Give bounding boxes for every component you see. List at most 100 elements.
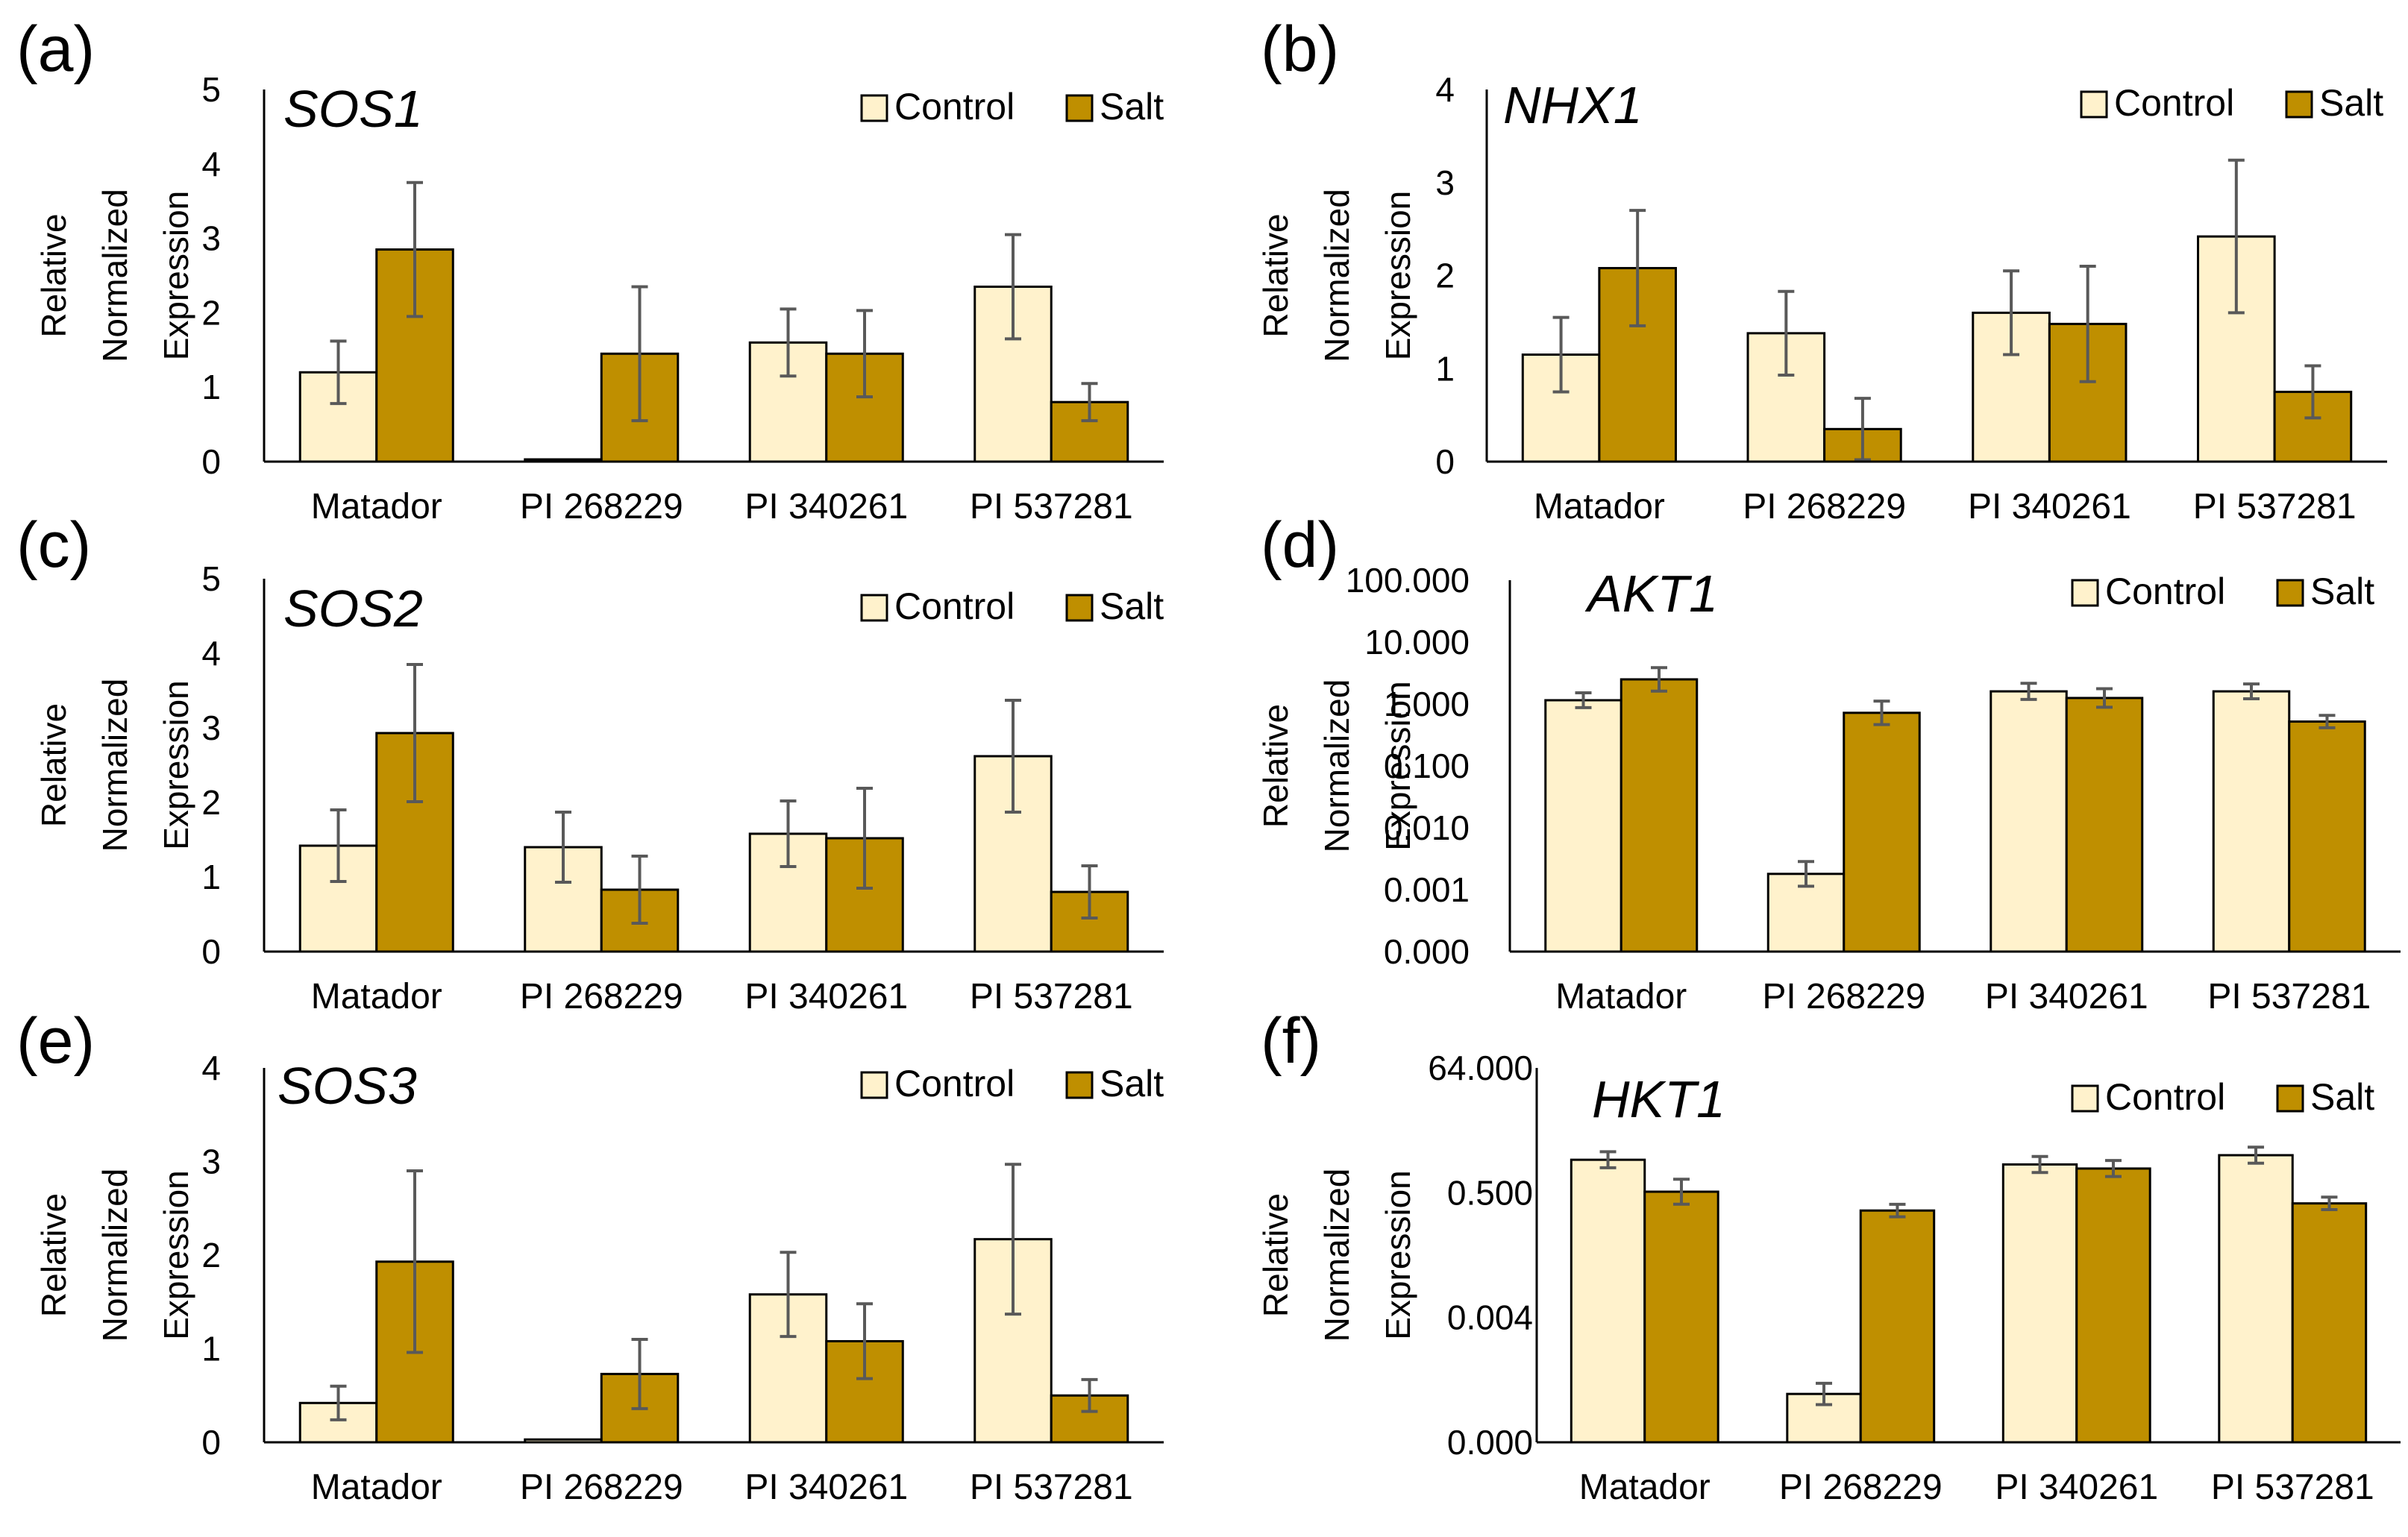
control-bar [1990, 690, 2068, 953]
legend-label-salt: Salt [1100, 86, 1164, 128]
x-tick-label: PI 340261 [744, 1468, 908, 1507]
x-tick-label: PI 537281 [2193, 487, 2357, 527]
legend-label-control: Control [2105, 1076, 2225, 1118]
y-axis-title-line: Normalized [1317, 1169, 1356, 1342]
x-tick-label: Matador [311, 487, 442, 527]
y-tick-label: 2 [201, 1236, 221, 1274]
legend-label-control: Control [2105, 571, 2225, 612]
y-axis-title-line: Expression [157, 1170, 195, 1340]
chart-title: SOS3 [278, 1057, 417, 1115]
y-tick-label: 3 [201, 708, 221, 747]
y-tick-label: 1.000 [1384, 685, 1470, 723]
salt-bar [1598, 267, 1677, 463]
legend-swatch-control [860, 594, 888, 622]
y-tick-label: 0.000 [1384, 932, 1470, 971]
x-tick-label: PI 340261 [1995, 1468, 2158, 1507]
control-bar [1544, 699, 1622, 953]
legend-swatch-salt [2285, 90, 2313, 119]
y-tick-label: 10.000 [1364, 623, 1470, 661]
y-tick-label: 2 [201, 783, 221, 822]
y-axis-title-line: Expression [1379, 1170, 1417, 1340]
panel-label: (d) [1261, 509, 1339, 581]
y-tick-label: 0 [201, 442, 221, 481]
y-tick-label: 1 [201, 1330, 221, 1368]
x-tick-label: Matador [311, 1468, 442, 1507]
y-axis-title-line: Normalized [1317, 189, 1356, 362]
chart-panel-3: (c) 0 1 2 3 4 5 Relative Normalized Expression Mat… [16, 509, 1164, 1016]
x-tick-label: PI 537281 [970, 487, 1133, 527]
control-bar [2001, 1163, 2078, 1444]
y-tick-label: 4 [201, 1049, 221, 1087]
legend-swatch-salt [2276, 579, 2304, 607]
y-tick-label: 0 [201, 1423, 221, 1462]
legend-swatch-salt [1065, 94, 1094, 122]
legend-swatch-salt [2276, 1084, 2304, 1113]
x-tick-label: PI 268229 [1779, 1468, 1943, 1507]
y-axis-title-line: Relative [1256, 704, 1295, 828]
y-tick-label: 1 [201, 368, 221, 406]
legend-label-salt: Salt [2310, 1076, 2374, 1118]
y-tick-label: 4 [1435, 70, 1455, 109]
legend-swatch-control [2071, 1084, 2099, 1113]
y-tick-label: 3 [201, 219, 221, 258]
panel-label: (e) [16, 1005, 95, 1077]
chart-title: HKT1 [1592, 1070, 1725, 1128]
x-tick-label: PI 268229 [520, 977, 683, 1016]
y-axis-title-line: Relative [34, 703, 73, 827]
legend-swatch-control [860, 94, 888, 122]
x-tick-label: PI 268229 [520, 1468, 683, 1507]
y-tick-label: 4 [201, 634, 221, 673]
y-tick-label: 0.100 [1384, 747, 1470, 785]
y-tick-label: 1 [1435, 349, 1455, 388]
y-tick-label: 0.004 [1447, 1298, 1533, 1337]
y-tick-label: 4 [201, 145, 221, 183]
chart-panel-6: (f) 0.000 0.004 0.500 64.000 Relative Normaliz… [1256, 1005, 2401, 1507]
x-tick-label: PI 268229 [1743, 487, 1906, 527]
panel-label: (f) [1261, 1005, 1321, 1077]
legend-label-salt: Salt [2319, 82, 2383, 124]
legend-label-control: Control [894, 1063, 1015, 1104]
chart-panel-1: (a) 0 1 2 3 4 5 Relative Normalized Expression Mat… [16, 13, 1164, 527]
chart-title: SOS1 [283, 80, 423, 138]
y-tick-label: 0 [201, 932, 221, 971]
y-axis-title-line: Relative [34, 1193, 73, 1317]
legend-label-control: Control [894, 585, 1015, 627]
y-tick-label: 0 [1435, 442, 1455, 481]
y-tick-label: 5 [201, 559, 221, 598]
x-tick-label: Matador [1579, 1468, 1711, 1507]
y-tick-label: 0.000 [1447, 1423, 1533, 1462]
x-tick-label: Matador [1555, 977, 1687, 1016]
y-axis-title-line: Normalized [1317, 679, 1356, 853]
x-tick-label: Matador [1534, 487, 1665, 527]
x-tick-label: Matador [311, 977, 442, 1016]
salt-bar [1843, 711, 1921, 953]
legend-swatch-salt [1065, 1071, 1094, 1099]
legend-label-control: Control [894, 86, 1015, 128]
x-tick-label: PI 537281 [970, 977, 1133, 1016]
y-tick-label: 100.000 [1346, 561, 1470, 600]
y-tick-label: 2 [1435, 257, 1455, 295]
panel-label: (b) [1261, 13, 1339, 85]
y-tick-label: 3 [201, 1142, 221, 1181]
chart-panel-5: (e) 0 1 2 3 4 Relative Normalized Expression Mata… [16, 1005, 1164, 1507]
control-bar [2218, 1154, 2294, 1444]
x-tick-label: PI 537281 [2207, 977, 2371, 1016]
chart-panel-2: (b) 0 1 2 3 4 Relative Normalized Expression Mata… [1256, 13, 2387, 527]
salt-bar [1620, 678, 1699, 953]
panel-label: (a) [16, 13, 95, 85]
y-tick-label: 1 [201, 858, 221, 896]
chart-title: NHX1 [1503, 76, 1643, 134]
x-tick-label: PI 537281 [2211, 1468, 2374, 1507]
y-axis-title-line: Relative [1256, 213, 1295, 337]
y-tick-label: 0.001 [1384, 870, 1470, 909]
legend-swatch-control [860, 1071, 888, 1099]
y-tick-label: 5 [201, 70, 221, 109]
y-axis-title-line: Expression [1379, 191, 1417, 361]
x-tick-label: PI 340261 [744, 487, 908, 527]
salt-bar [1643, 1190, 1719, 1444]
legend-swatch-salt [1065, 594, 1094, 622]
y-axis-title-line: Expression [157, 191, 195, 361]
legend-label-salt: Salt [1100, 585, 1164, 627]
x-tick-label: PI 268229 [1762, 977, 1925, 1016]
